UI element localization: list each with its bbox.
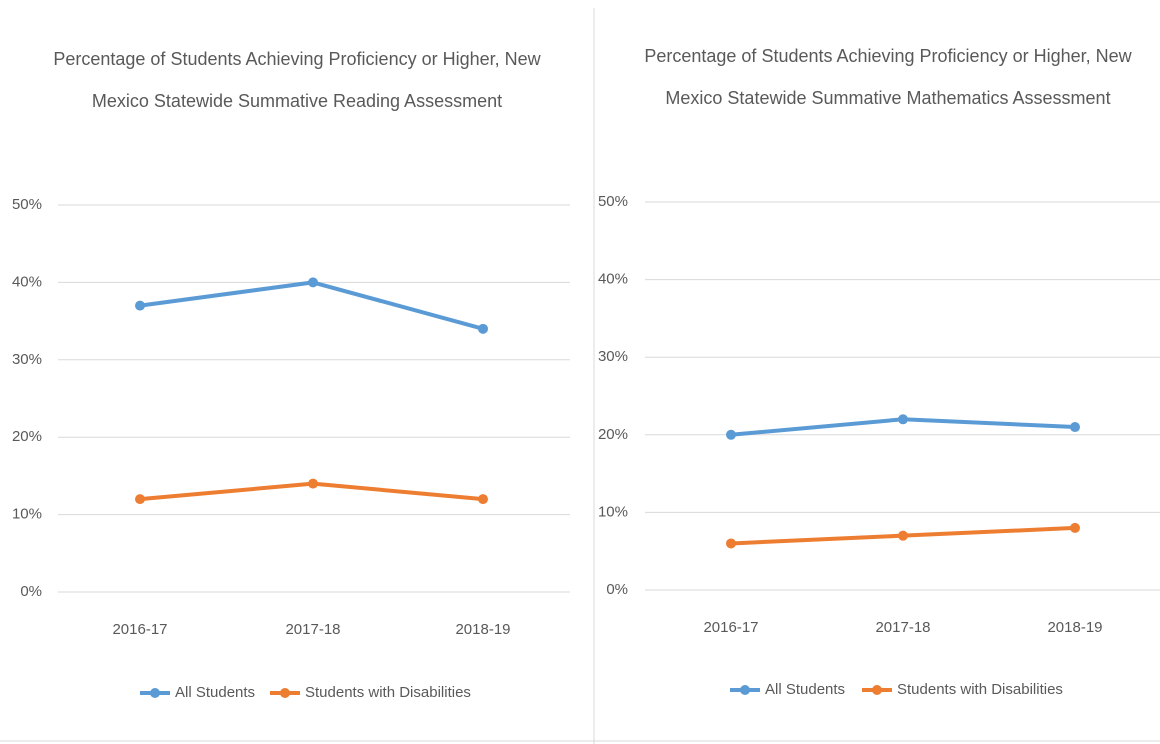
y-tick-label: 10%: [598, 503, 628, 520]
data-point: [308, 277, 318, 288]
data-point: [1070, 422, 1080, 433]
data-point: [478, 323, 488, 334]
y-tick-label: 40%: [598, 271, 628, 288]
chart-title: Mexico Statewide Summative Reading Asses…: [92, 91, 502, 111]
x-tick-label: 2016-17: [112, 621, 167, 638]
data-point: [478, 494, 488, 505]
x-tick-label: 2017-18: [875, 619, 930, 636]
chart-title: Percentage of Students Achieving Profici…: [644, 46, 1132, 66]
y-tick-label: 10%: [12, 506, 42, 523]
data-point: [135, 300, 145, 311]
data-point: [898, 414, 908, 425]
data-point: [726, 429, 736, 440]
y-tick-label: 0%: [606, 581, 628, 598]
chart-title: Mexico Statewide Summative Mathematics A…: [665, 88, 1110, 108]
legend-label: Students with Disabilities: [305, 684, 471, 701]
legend-label: All Students: [175, 684, 255, 701]
data-point: [898, 530, 908, 541]
y-tick-label: 0%: [20, 583, 42, 600]
series-line: [139, 280, 484, 331]
y-tick-label: 30%: [598, 348, 628, 365]
legend-marker: [872, 685, 882, 695]
x-tick-label: 2017-18: [285, 621, 340, 638]
x-tick-label: 2018-19: [1047, 619, 1102, 636]
data-point: [726, 538, 736, 549]
y-tick-label: 20%: [12, 428, 42, 445]
legend-marker: [150, 688, 160, 698]
x-tick-label: 2018-19: [455, 621, 510, 638]
y-tick-label: 50%: [598, 193, 628, 210]
chart-title: Percentage of Students Achieving Profici…: [53, 49, 541, 69]
data-point: [1070, 522, 1080, 533]
legend-label: All Students: [765, 681, 845, 698]
y-tick-label: 30%: [12, 351, 42, 368]
y-tick-label: 20%: [598, 426, 628, 443]
data-point: [308, 478, 318, 489]
x-tick-label: 2016-17: [703, 619, 758, 636]
y-tick-label: 50%: [12, 196, 42, 213]
data-point: [135, 494, 145, 505]
legend-label: Students with Disabilities: [897, 681, 1063, 698]
legend-marker: [280, 688, 290, 698]
legend-marker: [740, 685, 750, 695]
y-tick-label: 40%: [12, 273, 42, 290]
